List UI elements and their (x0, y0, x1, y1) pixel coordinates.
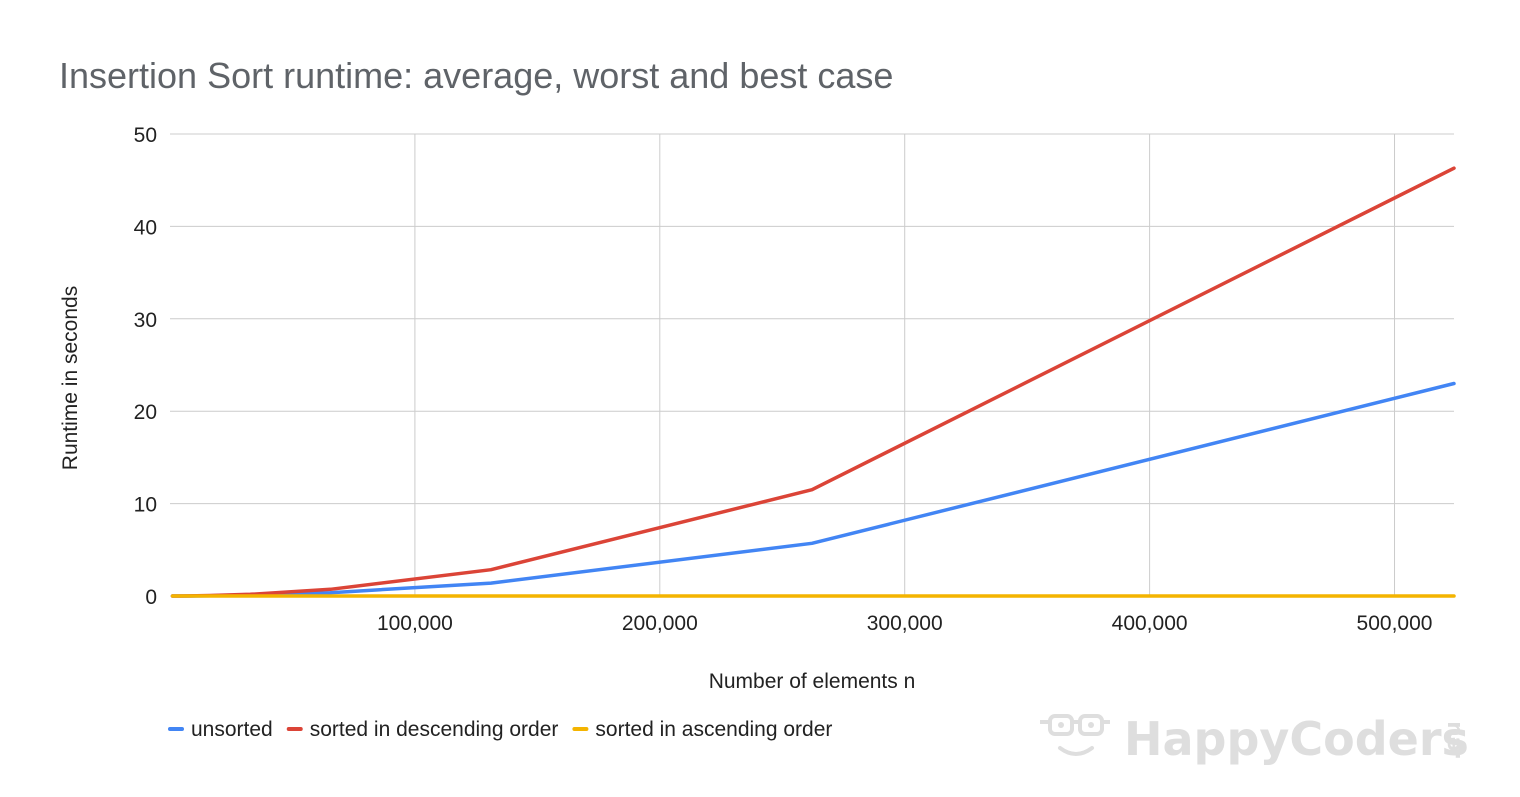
x-tick-label: 300,000 (867, 612, 943, 635)
y-tick-label: 20 (134, 401, 157, 424)
grid (170, 133, 1454, 596)
y-tick-label: 0 (145, 586, 157, 609)
x-axis-label: Number of elements n (709, 670, 916, 693)
watermark: HappyCoders .eu (1040, 712, 1469, 766)
watermark-suffix: .eu (1441, 721, 1466, 760)
x-tick-label: 400,000 (1112, 612, 1188, 635)
y-tick-label: 10 (134, 494, 157, 517)
y-tick-label: 50 (134, 124, 157, 147)
y-axis-ticks: 0 10 20 30 40 50 (134, 124, 157, 609)
x-tick-label: 100,000 (377, 612, 453, 635)
x-tick-label: 500,000 (1357, 612, 1433, 635)
legend-item: unsorted (168, 718, 273, 741)
y-tick-label: 30 (134, 309, 157, 332)
legend-label: unsorted (191, 718, 273, 741)
legend: unsorted sorted in descending order sorted… (168, 718, 832, 741)
legend-item: sorted in descending order (286, 718, 559, 741)
legend-label: sorted in ascending order (595, 718, 832, 741)
series-line-sorted-in-descending-order (170, 166, 1456, 598)
chart-title: Insertion Sort runtime: average, worst a… (59, 55, 893, 96)
series-lines (170, 166, 1456, 598)
y-tick-label: 40 (134, 216, 157, 239)
watermark-text: HappyCoders (1124, 712, 1469, 766)
legend-label: sorted in descending order (310, 718, 559, 741)
x-axis-ticks: 100,000 200,000 300,000 400,000 500,000 (377, 612, 1433, 635)
x-tick-label: 200,000 (622, 612, 698, 635)
glasses-face-icon (1040, 714, 1110, 756)
y-axis-label: Runtime in seconds (59, 286, 82, 470)
legend-item: sorted in ascending order (572, 718, 832, 741)
